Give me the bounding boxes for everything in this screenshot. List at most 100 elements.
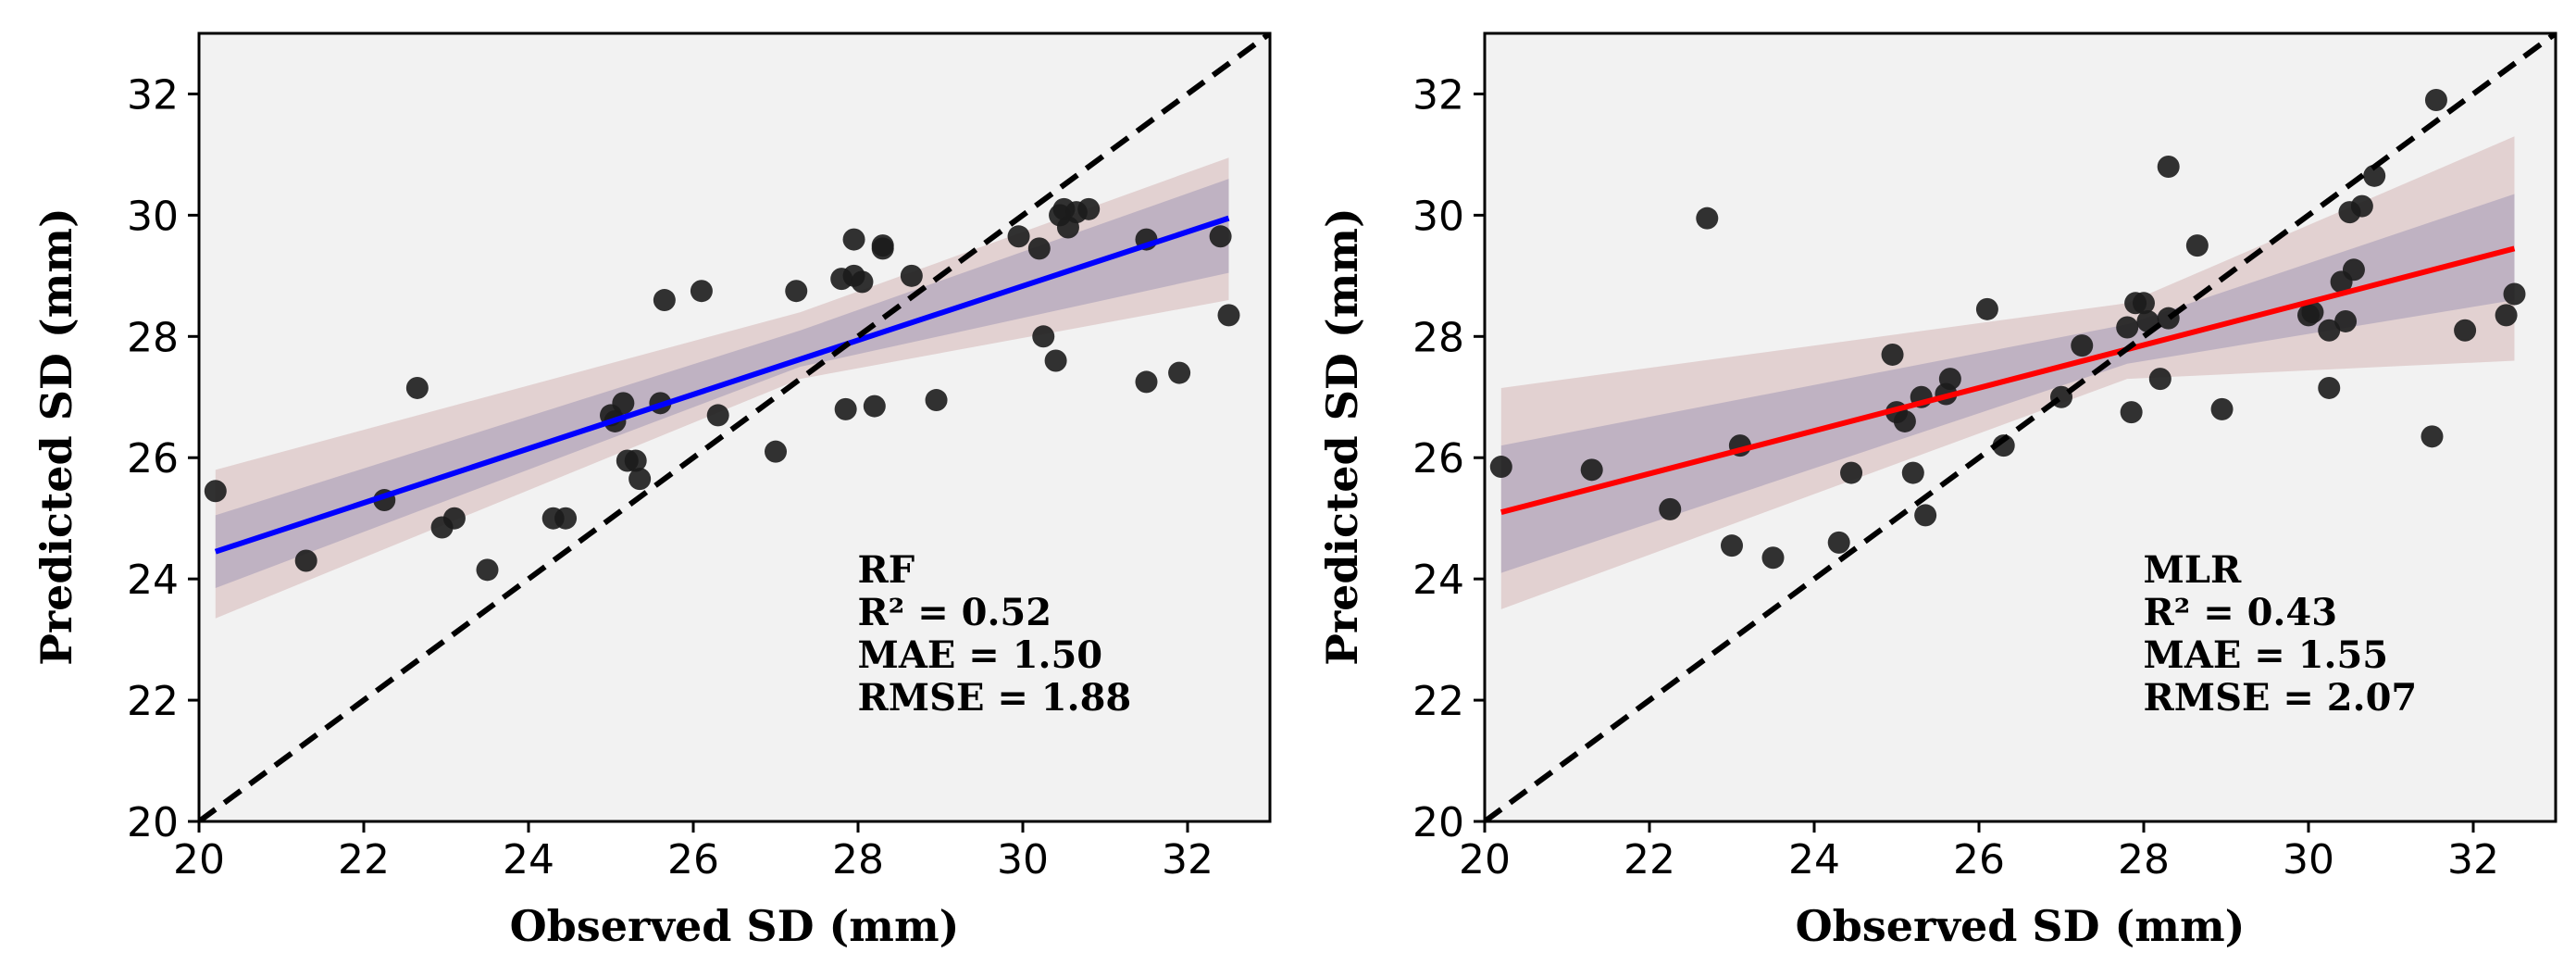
x-tick-label: 24 — [503, 836, 554, 883]
data-point — [2363, 164, 2386, 187]
data-point — [1217, 304, 1240, 327]
data-point — [1827, 531, 1850, 554]
y-tick-label: 30 — [1412, 193, 1464, 240]
plot-frame — [1483, 31, 2557, 823]
x-tick-label: 22 — [1624, 836, 1675, 883]
data-point — [2503, 282, 2526, 306]
data-point — [2148, 368, 2172, 391]
x-tick-label: 32 — [1162, 836, 1213, 883]
x-tick-label: 32 — [2447, 836, 2499, 883]
data-point — [1992, 434, 2015, 457]
data-point — [2420, 425, 2444, 448]
data-point — [1209, 225, 1232, 248]
y-tick-label: 28 — [127, 314, 179, 361]
y-axis-title: Predicted SD (mm) — [1317, 207, 1367, 665]
data-point — [1696, 207, 1719, 230]
r2-label: R² = 0.52 — [858, 591, 1052, 634]
panel-mlr: 20 22 24 26 28 30 32 20 22 24 26 28 30 32 Observed SD … — [1317, 31, 2557, 951]
data-point — [2133, 292, 2155, 315]
regression-fit-line — [214, 215, 1230, 555]
data-point — [2424, 89, 2447, 112]
model-name-label: RF — [858, 548, 915, 592]
x-axis-title: Observed SD (mm) — [1796, 901, 2246, 951]
y-tick-label: 20 — [127, 799, 179, 846]
data-point — [1580, 458, 1603, 482]
data-point — [1077, 197, 1101, 220]
data-point — [2210, 397, 2234, 420]
y-tick-label: 26 — [127, 435, 179, 482]
data-point — [851, 270, 874, 294]
x-tick-label: 30 — [2283, 836, 2334, 883]
data-point — [2116, 316, 2139, 339]
identity-line — [1485, 33, 2556, 821]
model-name-label: MLR — [2144, 548, 2242, 592]
scatter-points — [1489, 89, 2526, 570]
data-point — [2120, 401, 2143, 424]
x-tick-label: 28 — [832, 836, 884, 883]
data-point — [1721, 534, 1743, 557]
identity-line — [199, 33, 1270, 821]
y-axis-title: Predicted SD (mm) — [31, 207, 81, 665]
panel-rf: 20 22 24 26 28 30 32 20 22 24 26 28 30 32 Observed SD … — [31, 31, 1272, 951]
x-tick-label: 22 — [338, 836, 390, 883]
data-point — [925, 389, 948, 412]
y-tick-label: 26 — [1412, 435, 1464, 482]
data-point — [2342, 258, 2365, 282]
data-point — [405, 376, 429, 399]
data-point — [1893, 409, 1916, 432]
prediction-band-outer — [1500, 136, 2515, 609]
data-point — [706, 404, 729, 427]
data-point — [1761, 546, 1785, 570]
data-point — [653, 289, 676, 312]
x-tick-label: 24 — [1788, 836, 1840, 883]
data-point — [1489, 456, 1512, 479]
data-point — [1975, 297, 1998, 320]
data-point — [765, 440, 787, 463]
data-point — [863, 395, 886, 418]
x-axis-title: Observed SD (mm) — [510, 901, 960, 951]
y-tick-label: 24 — [127, 557, 179, 604]
data-point — [2318, 319, 2341, 342]
rmse-label: RMSE = 1.88 — [858, 676, 1132, 720]
data-point — [1032, 325, 1055, 348]
x-tick-label: 20 — [1459, 836, 1511, 883]
x-tick-label: 20 — [173, 836, 225, 883]
data-point — [624, 449, 647, 472]
x-tick-label: 26 — [667, 836, 719, 883]
x-tick-label: 28 — [2118, 836, 2170, 883]
data-point — [2157, 156, 2180, 179]
data-point — [2185, 234, 2209, 257]
data-point — [690, 280, 713, 303]
mae-label: MAE = 1.50 — [858, 633, 1103, 677]
data-point — [842, 228, 865, 251]
x-tick-label: 26 — [1953, 836, 2005, 883]
data-point — [1135, 370, 1158, 394]
data-point — [871, 234, 894, 257]
data-point — [476, 558, 499, 582]
confidence-band-inner — [1500, 194, 2515, 573]
data-point — [2350, 194, 2373, 218]
data-point — [1027, 237, 1051, 260]
y-tick-label: 20 — [1412, 799, 1464, 846]
data-point — [2334, 309, 2358, 332]
data-point — [628, 468, 652, 491]
data-point — [204, 480, 227, 503]
regression-fit-line — [1500, 245, 2516, 516]
data-point — [2301, 301, 2324, 324]
plot-frame — [197, 31, 1272, 823]
data-point — [1659, 497, 1682, 520]
data-point — [442, 507, 466, 530]
data-point — [554, 507, 578, 530]
data-point — [1007, 225, 1030, 248]
data-point — [785, 280, 808, 303]
data-point — [1044, 349, 1067, 372]
y-tick-label: 28 — [1412, 314, 1464, 361]
data-point — [1938, 368, 1961, 391]
r2-label: R² = 0.43 — [2144, 591, 2338, 634]
data-point — [612, 392, 635, 415]
y-tick-label: 24 — [1412, 557, 1464, 604]
data-point — [294, 549, 317, 572]
data-point — [2071, 334, 2094, 357]
